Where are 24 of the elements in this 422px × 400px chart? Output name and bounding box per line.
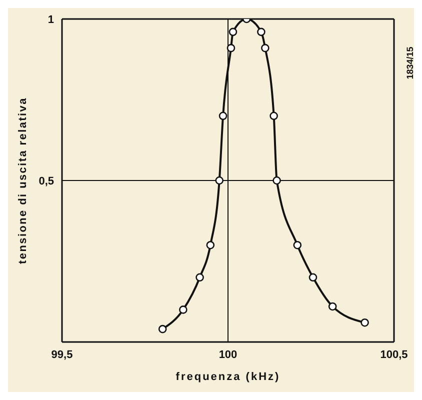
y-tick-label: 1 — [48, 14, 54, 26]
point — [206, 240, 215, 250]
point — [308, 273, 318, 282]
point — [328, 302, 337, 311]
point — [158, 324, 167, 334]
point — [257, 28, 266, 36]
x-tick-label: 100 — [218, 348, 238, 361]
point — [179, 306, 188, 314]
text: 1834/15 — [405, 46, 415, 80]
y-tick-label: 0,5 — [38, 175, 54, 188]
point — [293, 240, 302, 250]
y-axis-title: tensione di uscita relativa — [16, 97, 29, 264]
x-axis-title: frequenza (kHz) — [176, 371, 280, 383]
point — [196, 273, 204, 282]
point — [272, 176, 281, 185]
point — [218, 112, 228, 120]
x-tick-label: 100,5 — [380, 348, 408, 361]
x-tick-label: 99,5 — [51, 348, 73, 361]
point — [228, 28, 238, 36]
point — [270, 112, 278, 120]
point — [226, 44, 236, 52]
point — [261, 44, 270, 52]
point — [215, 176, 224, 185]
point — [360, 318, 369, 327]
